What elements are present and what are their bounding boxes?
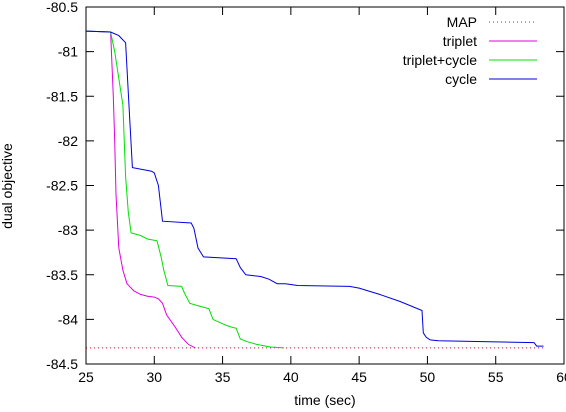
y-tick-label: -84 xyxy=(58,311,78,327)
legend-label-triplet: triplet xyxy=(443,33,477,49)
legend-label-cycle: cycle xyxy=(445,71,477,87)
x-axis-label: time (sec) xyxy=(294,392,355,408)
y-axis-ticks: -80.5 -81 -81.5 -82 -82.5 -83 -83.5 -84 -84.5 xyxy=(46,0,564,372)
y-tick-label: -83 xyxy=(58,222,78,238)
x-tick-label: 45 xyxy=(351,369,367,385)
x-tick-label: 25 xyxy=(78,369,94,385)
legend-label-triplet-cycle: triplet+cycle xyxy=(403,52,478,68)
x-tick-label: 40 xyxy=(283,369,299,385)
y-tick-label: -82 xyxy=(58,133,78,149)
legend: MAP triplet triplet+cycle cycle xyxy=(403,14,537,87)
series-line-cycle xyxy=(85,30,544,347)
x-tick-label: 55 xyxy=(488,369,504,385)
x-tick-label: 35 xyxy=(215,369,231,385)
legend-label-map: MAP xyxy=(447,14,477,30)
y-tick-label: -81 xyxy=(58,44,78,60)
x-axis-ticks: 25 30 35 40 45 50 55 60 xyxy=(78,7,566,385)
y-tick-label: -83.5 xyxy=(46,267,78,283)
series-line-triplet xyxy=(85,30,196,349)
plot-area xyxy=(85,30,544,349)
y-tick-label: -84.5 xyxy=(46,356,78,372)
x-tick-label: 50 xyxy=(420,369,436,385)
plot-frame xyxy=(85,6,565,365)
y-tick-label: -82.5 xyxy=(46,178,78,194)
axes xyxy=(85,6,565,365)
x-tick-label: 60 xyxy=(556,369,566,385)
y-tick-label: -81.5 xyxy=(46,88,78,104)
x-tick-label: 30 xyxy=(146,369,162,385)
y-axis-label: dual objective xyxy=(0,143,15,229)
y-tick-label: -80.5 xyxy=(46,0,78,15)
series-line-triplet-cycle xyxy=(85,30,285,349)
